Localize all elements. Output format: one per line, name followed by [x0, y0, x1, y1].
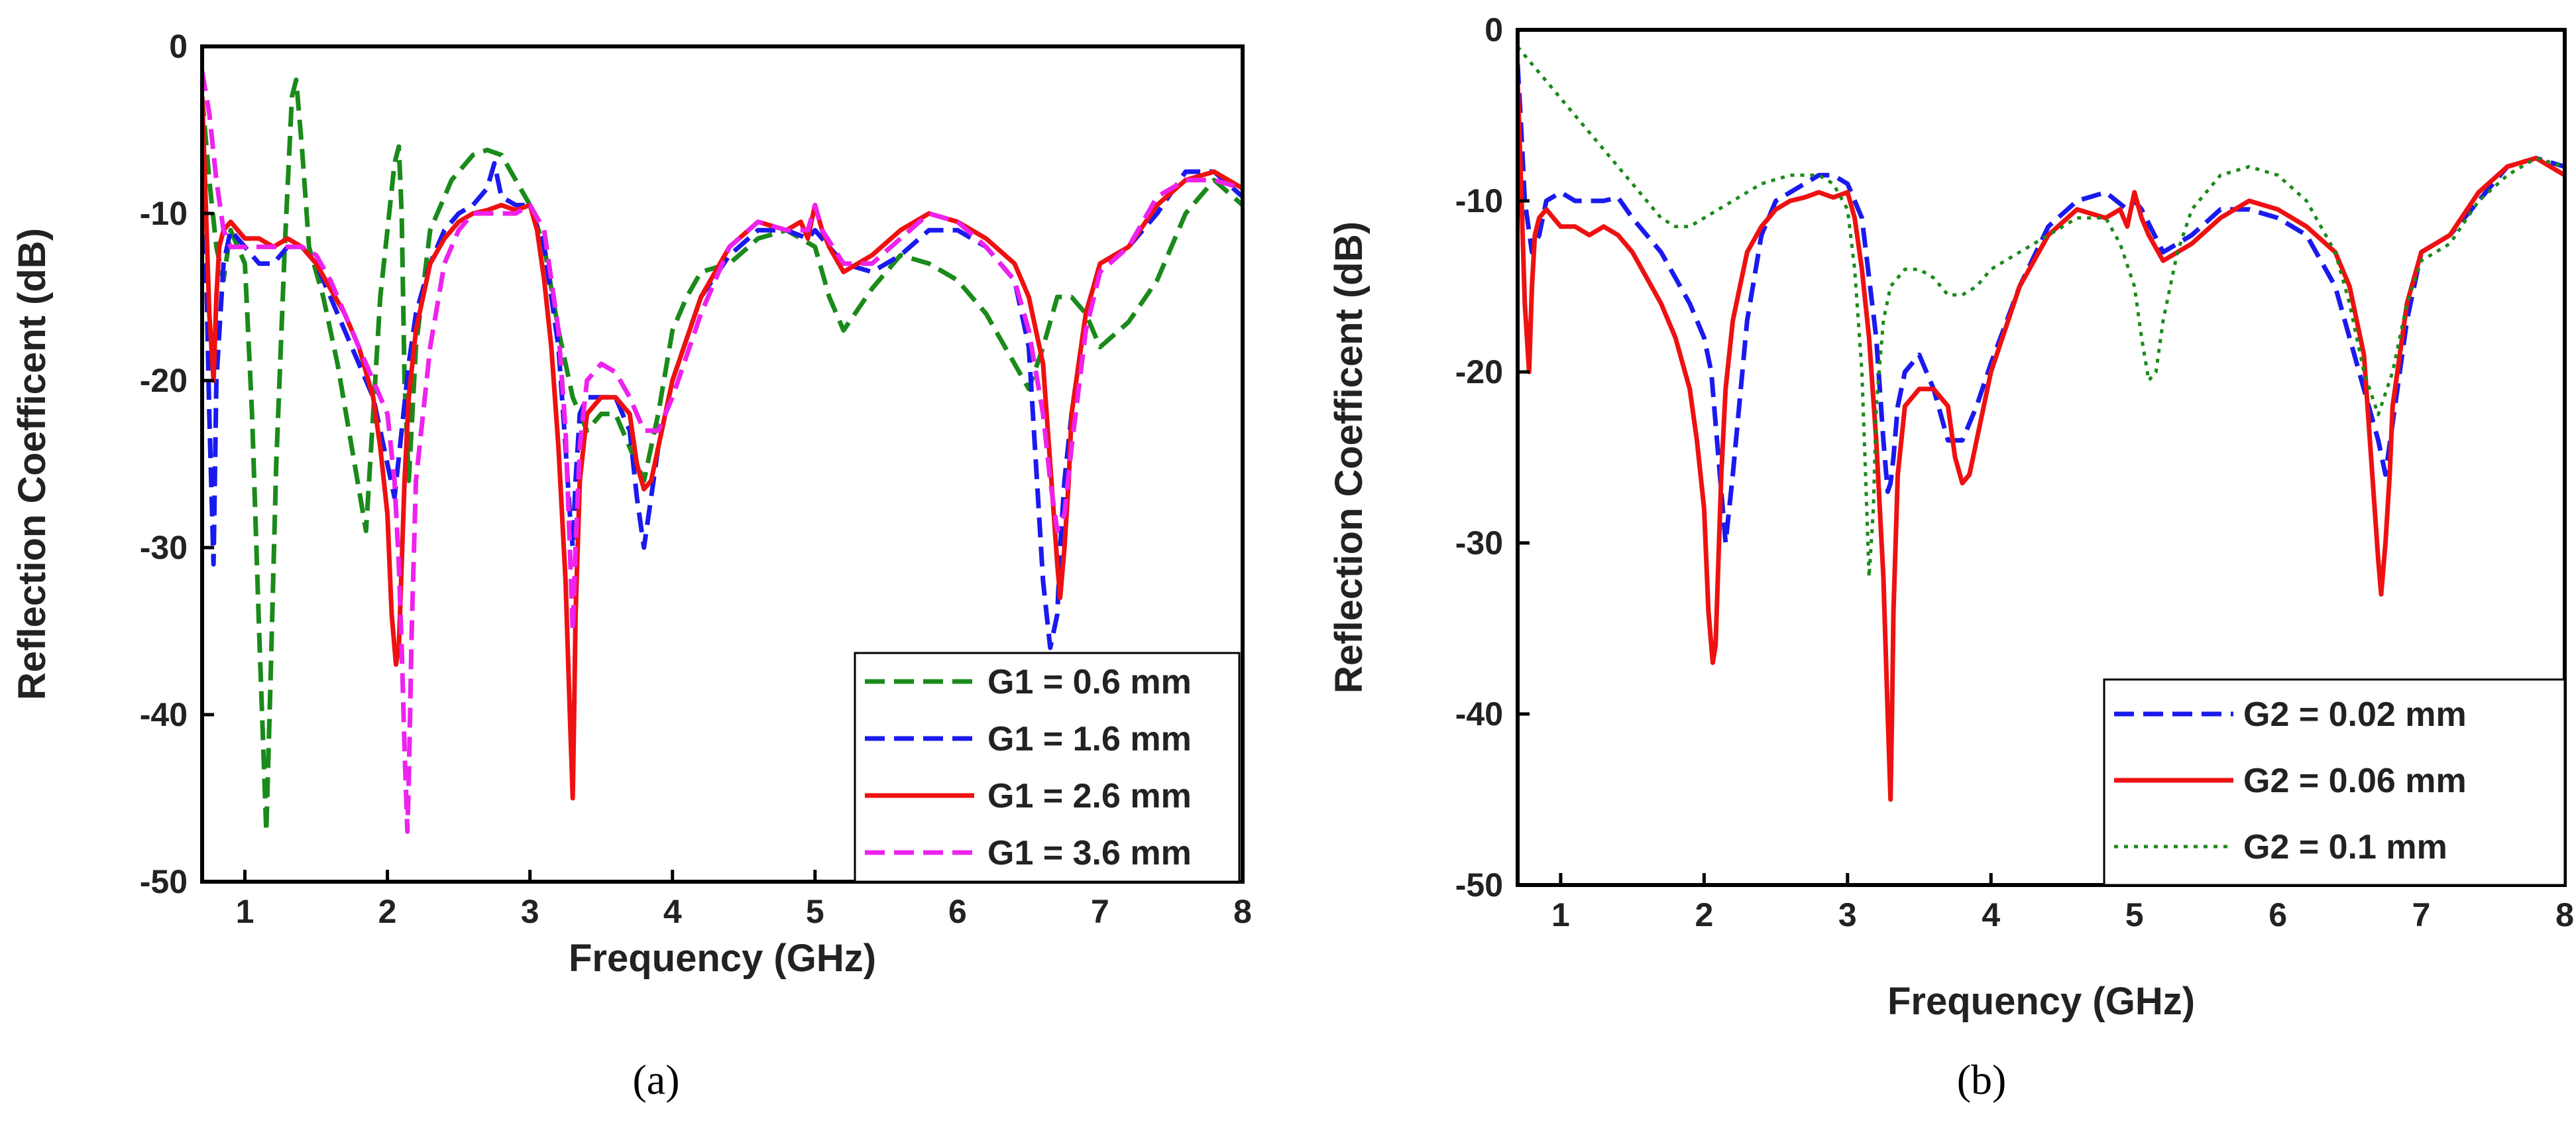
panel-b-y-tick-label: -50 — [1455, 866, 1503, 904]
panel-b-y-tick-label: -40 — [1455, 695, 1503, 733]
panel-b-x-tick-label: 5 — [2125, 896, 2144, 933]
panel-a-y-tick-label: -50 — [140, 863, 188, 900]
panel-b-x-tick-label: 3 — [1838, 896, 1857, 933]
panel-a-x-tick-label: 1 — [236, 893, 254, 930]
panel-a-y-tick-label: -30 — [140, 529, 188, 566]
panel-b-legend-entries: G2 = 0.02 mm G2 = 0.06 mm G2 = 0.1 mm — [2114, 695, 2467, 866]
panel-b-plot-frame — [1516, 28, 2567, 887]
panel-b-x-tick-label: 2 — [1695, 896, 1713, 933]
panel-b-ticks-group: 1 2 3 4 5 6 7 8 0 -10 -20 -30 -40 -50 — [1455, 11, 2574, 933]
panel-b-y-axis-title: Reflection Coefficent (dB) — [1327, 221, 1371, 693]
panel-a-x-tick-label: 2 — [378, 893, 397, 930]
panel-a-plot-frame — [200, 44, 1245, 884]
panel-b-caption: (b) — [1957, 1056, 2007, 1103]
panel-a-series-4-line — [202, 71, 1243, 834]
panel-a-legend-label-4: G1 = 3.6 mm — [987, 834, 1192, 872]
panel-b-legend: G2 = 0.02 mm G2 = 0.06 mm G2 = 0.1 mm — [2103, 678, 2566, 886]
panel-b-x-tick-label: 4 — [1982, 896, 2000, 933]
panel-b-series-2-line — [1518, 81, 2565, 802]
panel-a-caption: (a) — [632, 1056, 679, 1103]
panel-a-x-tick-label: 5 — [806, 893, 824, 930]
panel-b-series-1-line — [1518, 64, 2565, 546]
panel-a-legend-entries: G1 = 0.6 mm G1 = 1.6 mm G1 = 2.6 mm G1 = 3.… — [865, 663, 1192, 872]
panel-a-legend: G1 = 0.6 mm G1 = 1.6 mm G1 = 2.6 mm G1 = 3.… — [854, 652, 1241, 883]
panel-a-legend-box — [854, 652, 1241, 883]
panel-a-y-tick-label: -40 — [140, 696, 188, 733]
panel-a-y-tick-label: -10 — [140, 195, 188, 232]
panel-a-legend-label-3: G1 = 2.6 mm — [987, 777, 1192, 815]
panel-a-y-axis-title: Reflection Coefficent (dB) — [11, 228, 54, 700]
panel-b-y-tick-label: -30 — [1455, 524, 1503, 562]
panel-b-y-tick-label: -10 — [1455, 182, 1503, 219]
panel-b-x-tick-label: 7 — [2412, 896, 2431, 933]
panel-b: 1 2 3 4 5 6 7 8 0 -10 -20 -30 -40 -50 Frequency (GHz)… — [1327, 11, 2574, 1103]
panel-b-x-axis-title: Frequency (GHz) — [1887, 980, 2195, 1023]
panel-a-y-tick-label: 0 — [169, 28, 188, 65]
panel-a-x-tick-label: 3 — [521, 893, 539, 930]
panel-b-legend-label-1: G2 = 0.02 mm — [2243, 695, 2467, 734]
panel-a-x-tick-label: 8 — [1233, 893, 1252, 930]
panel-a-x-tick-label: 6 — [948, 893, 967, 930]
panel-a-legend-label-1: G1 = 0.6 mm — [987, 663, 1192, 701]
panel-a: 1 2 3 4 5 6 7 8 0 -10 -20 -30 -40 -50 Frequency (GHz)… — [11, 28, 1252, 1103]
panel-b-x-tick-label: 1 — [1551, 896, 1570, 933]
panel-a-series-2-line — [202, 147, 1243, 650]
panel-b-series-3-line — [1518, 46, 2565, 579]
panel-a-ticks-group: 1 2 3 4 5 6 7 8 0 -10 -20 -30 -40 -50 — [140, 28, 1252, 930]
panel-b-x-tick-label: 6 — [2268, 896, 2287, 933]
panel-b-y-tick-label: 0 — [1484, 11, 1503, 48]
panel-b-x-tick-label: 8 — [2555, 896, 2574, 933]
panel-a-series-3-line — [202, 96, 1243, 801]
panel-a-y-tick-label: -20 — [140, 362, 188, 399]
panel-b-series-group — [1518, 46, 2565, 802]
panel-a-legend-label-2: G1 = 1.6 mm — [987, 720, 1192, 758]
panel-a-x-tick-label: 4 — [663, 893, 682, 930]
panel-a-x-tick-label: 7 — [1091, 893, 1109, 930]
panel-b-legend-label-2: G2 = 0.06 mm — [2243, 762, 2467, 800]
panel-a-x-axis-title: Frequency (GHz) — [569, 937, 876, 980]
panel-a-series-group — [202, 71, 1243, 834]
panel-b-y-tick-label: -20 — [1455, 353, 1503, 390]
panel-b-legend-label-3: G2 = 0.1 mm — [2243, 828, 2447, 866]
